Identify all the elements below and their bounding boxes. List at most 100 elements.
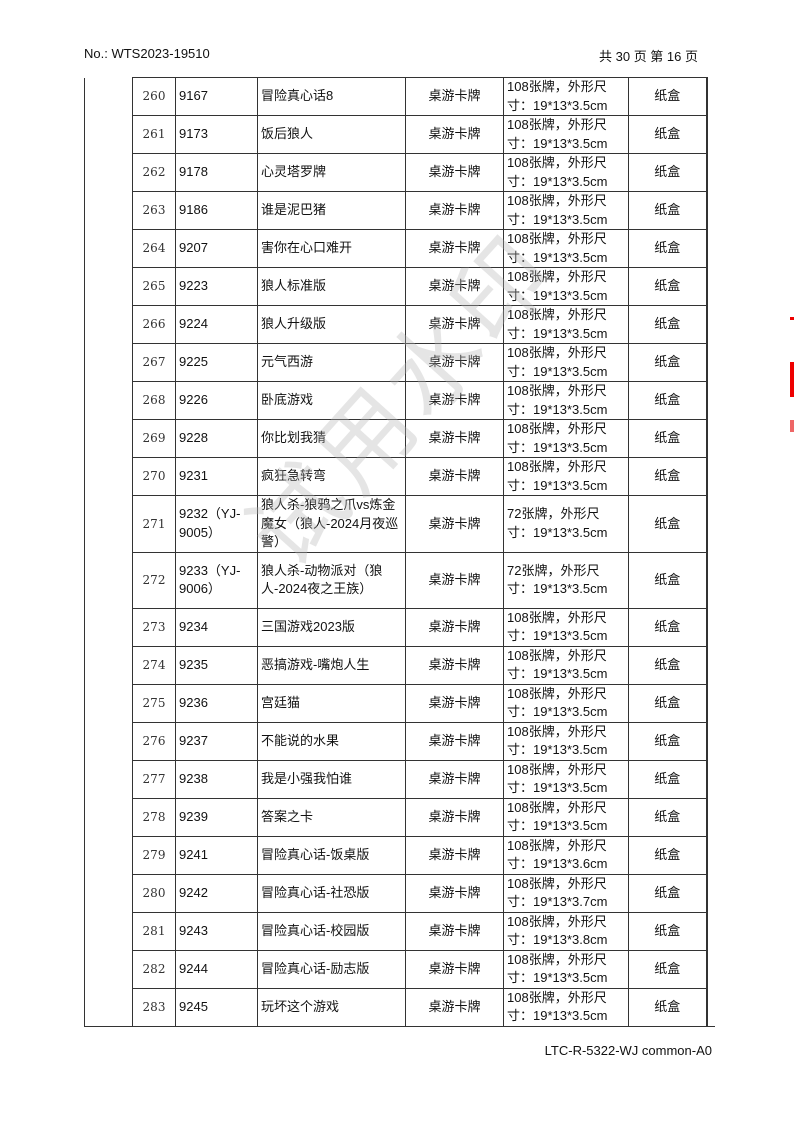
- blank-cell: [84, 115, 133, 154]
- item-packaging: 纸盒: [628, 343, 707, 382]
- blank-cell: [84, 419, 133, 458]
- item-name: 冒险真心话8: [257, 77, 406, 116]
- row-number: 283: [132, 987, 176, 1027]
- item-packaging: 纸盒: [628, 949, 707, 989]
- item-spec: 72张牌，外形尺寸：19*13*3.5cm: [503, 551, 629, 609]
- item-type: 桌游卡牌: [405, 191, 504, 230]
- item-type: 桌游卡牌: [405, 835, 504, 875]
- item-code: 9232（YJ-9005）: [175, 495, 258, 553]
- item-spec: 108张牌，外形尺寸：19*13*3.5cm: [503, 645, 629, 685]
- table-row: 269 9228 你比划我猜 桌游卡牌 108张牌，外形尺寸：19*13*3.5cm 纸盒: [84, 419, 715, 458]
- item-type: 桌游卡牌: [405, 551, 504, 609]
- table-row: 272 9233（YJ-9006） 狼人杀-动物派对（狼人-2024夜之王族） 桌游卡…: [84, 551, 715, 609]
- row-number: 261: [132, 115, 176, 154]
- item-spec: 108张牌，外形尺寸：19*13*3.7cm: [503, 873, 629, 913]
- item-packaging: 纸盒: [628, 759, 707, 799]
- item-name: 谁是泥巴猪: [257, 191, 406, 230]
- blank-cell: [84, 191, 133, 230]
- item-code: 9186: [175, 191, 258, 230]
- edge-cell: [705, 77, 715, 116]
- blank-cell: [84, 912, 133, 950]
- item-name: 狼人标准版: [257, 267, 406, 306]
- item-spec: 108张牌，外形尺寸：19*13*3.6cm: [503, 835, 629, 875]
- row-number: 265: [132, 267, 176, 306]
- item-code: 9231: [175, 457, 258, 496]
- edge-cell: [705, 419, 715, 458]
- edge-cell: [705, 552, 715, 608]
- edge-cell: [705, 722, 715, 760]
- item-name: 不能说的水果: [257, 721, 406, 761]
- item-spec: 108张牌，外形尺寸：19*13*3.5cm: [503, 305, 629, 344]
- table-row: 280 9242 冒险真心话-社恐版 桌游卡牌 108张牌，外形尺寸：19*13*3.7…: [84, 873, 715, 913]
- blank-cell: [84, 836, 133, 874]
- item-type: 桌游卡牌: [405, 267, 504, 306]
- row-number: 263: [132, 191, 176, 230]
- item-type: 桌游卡牌: [405, 873, 504, 913]
- item-type: 桌游卡牌: [405, 759, 504, 799]
- item-packaging: 纸盒: [628, 797, 707, 837]
- item-packaging: 纸盒: [628, 153, 707, 192]
- report-number: No.: WTS2023-19510: [84, 46, 210, 61]
- item-packaging: 纸盒: [628, 835, 707, 875]
- edge-cell: [705, 950, 715, 988]
- footer-code: LTC-R-5322-WJ common-A0: [544, 1043, 712, 1058]
- row-number: 267: [132, 343, 176, 382]
- blank-cell: [84, 950, 133, 988]
- item-spec: 108张牌，外形尺寸：19*13*3.5cm: [503, 381, 629, 420]
- item-packaging: 纸盒: [628, 77, 707, 116]
- table-row: 275 9236 宫廷猫 桌游卡牌 108张牌，外形尺寸：19*13*3.5cm 纸盒: [84, 683, 715, 723]
- row-number: 272: [132, 551, 176, 609]
- table-row: 277 9238 我是小强我怕谁 桌游卡牌 108张牌，外形尺寸：19*13*3.5cm…: [84, 759, 715, 799]
- item-name: 你比划我猜: [257, 419, 406, 458]
- item-code: 9167: [175, 77, 258, 116]
- edge-cell: [705, 343, 715, 382]
- item-code: 9207: [175, 229, 258, 268]
- item-spec: 108张牌，外形尺寸：19*13*3.5cm: [503, 949, 629, 989]
- item-type: 桌游卡牌: [405, 305, 504, 344]
- item-spec: 108张牌，外形尺寸：19*13*3.5cm: [503, 229, 629, 268]
- blank-cell: [84, 552, 133, 608]
- blank-cell: [84, 684, 133, 722]
- item-type: 桌游卡牌: [405, 381, 504, 420]
- item-packaging: 纸盒: [628, 419, 707, 458]
- item-name: 元气西游: [257, 343, 406, 382]
- edge-cell: [705, 191, 715, 230]
- item-spec: 108张牌，外形尺寸：19*13*3.5cm: [503, 77, 629, 116]
- item-spec: 108张牌，外形尺寸：19*13*3.5cm: [503, 683, 629, 723]
- item-name: 答案之卡: [257, 797, 406, 837]
- table-row: 279 9241 冒险真心话-饭桌版 桌游卡牌 108张牌，外形尺寸：19*13*3.6…: [84, 835, 715, 875]
- table-row: 264 9207 害你在心口难开 桌游卡牌 108张牌，外形尺寸：19*13*3.5cm…: [84, 229, 715, 268]
- item-name: 三国游戏2023版: [257, 607, 406, 647]
- item-spec: 108张牌，外形尺寸：19*13*3.5cm: [503, 457, 629, 496]
- item-name: 心灵塔罗牌: [257, 153, 406, 192]
- item-name: 冒险真心话-励志版: [257, 949, 406, 989]
- item-code: 9178: [175, 153, 258, 192]
- item-code: 9243: [175, 911, 258, 951]
- edge-cell: [705, 836, 715, 874]
- item-packaging: 纸盒: [628, 873, 707, 913]
- item-spec: 108张牌，外形尺寸：19*13*3.5cm: [503, 343, 629, 382]
- edge-cell: [705, 608, 715, 646]
- item-name: 狼人杀-动物派对（狼人-2024夜之王族）: [257, 551, 406, 609]
- item-type: 桌游卡牌: [405, 683, 504, 723]
- row-number: 264: [132, 229, 176, 268]
- blank-cell: [84, 646, 133, 684]
- item-spec: 108张牌，外形尺寸：19*13*3.5cm: [503, 607, 629, 647]
- blank-cell: [84, 760, 133, 798]
- row-number: 260: [132, 77, 176, 116]
- item-packaging: 纸盒: [628, 495, 707, 553]
- item-packaging: 纸盒: [628, 267, 707, 306]
- item-name: 我是小强我怕谁: [257, 759, 406, 799]
- item-spec: 72张牌，外形尺寸：19*13*3.5cm: [503, 495, 629, 553]
- item-code: 9233（YJ-9006）: [175, 551, 258, 609]
- item-packaging: 纸盒: [628, 721, 707, 761]
- row-number: 273: [132, 607, 176, 647]
- item-packaging: 纸盒: [628, 551, 707, 609]
- item-packaging: 纸盒: [628, 381, 707, 420]
- table-row: 262 9178 心灵塔罗牌 桌游卡牌 108张牌，外形尺寸：19*13*3.5cm 纸盒: [84, 153, 715, 192]
- blank-cell: [84, 874, 133, 912]
- table-row: 265 9223 狼人标准版 桌游卡牌 108张牌，外形尺寸：19*13*3.5cm 纸盒: [84, 267, 715, 306]
- item-type: 桌游卡牌: [405, 645, 504, 685]
- item-code: 9223: [175, 267, 258, 306]
- row-number: 278: [132, 797, 176, 837]
